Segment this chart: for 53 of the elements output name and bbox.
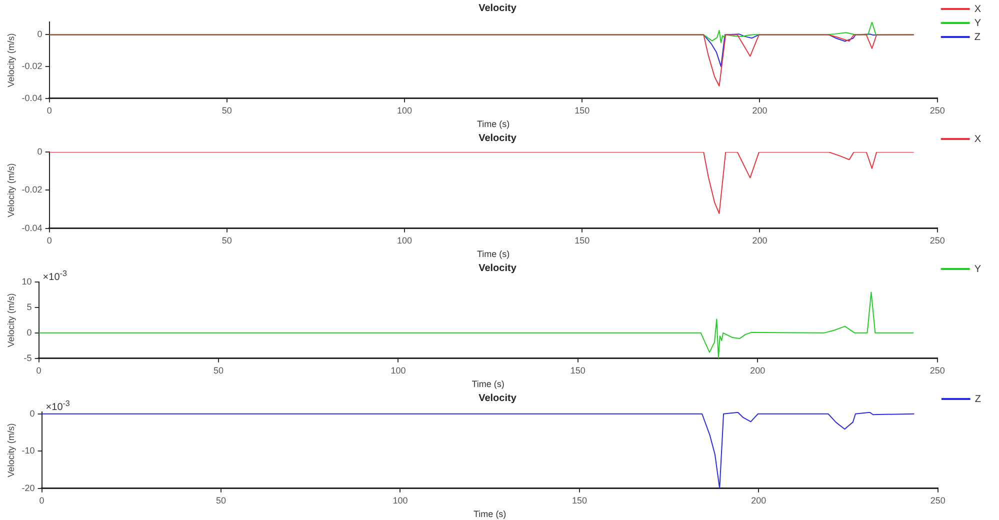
x-tick-label: 150 [570, 365, 586, 376]
y-axis-title: Velocity (m/s) [6, 423, 16, 478]
x-tick-label: 100 [390, 365, 406, 376]
y-tick-label: 5 [26, 302, 32, 312]
y-tick-label: -5 [24, 352, 32, 363]
y-tick-label: -0.04 [22, 222, 42, 233]
x-tick-label: 0 [46, 235, 52, 246]
x-tick-label: 50 [222, 105, 232, 116]
x-tick-label: 200 [750, 365, 766, 376]
chart-title: Velocity [478, 132, 517, 144]
y-tick-label: -0.04 [22, 92, 42, 103]
y-axis-title: Velocity (m/s) [6, 33, 16, 88]
x-tick-label: 250 [930, 235, 945, 246]
legend-label: Y [974, 18, 982, 29]
x-tick-label: 250 [930, 495, 946, 506]
x-tick-label: 250 [930, 105, 945, 116]
legend-label: Z [974, 394, 981, 405]
x-tick-label: 100 [397, 235, 412, 246]
legend-label: Z [974, 32, 980, 43]
x-axis-title: Time (s) [476, 119, 510, 130]
x-tick-label: 150 [574, 105, 590, 116]
x-tick-label: 100 [397, 105, 412, 116]
x-tick-label: 250 [930, 365, 945, 376]
chart-title: Velocity [478, 392, 517, 404]
x-tick-label: 50 [214, 365, 224, 376]
x-axis-title: Time (s) [474, 509, 506, 520]
chart-title: Velocity [478, 262, 517, 274]
x-tick-label: 0 [46, 105, 52, 116]
x-tick-label: 150 [572, 495, 587, 506]
x-tick-label: 200 [751, 495, 766, 506]
y-tick-label: 0 [37, 29, 42, 40]
legend-label: X [974, 4, 982, 15]
x-axis-title: Time (s) [472, 379, 504, 390]
y-tick-label: 0 [30, 408, 35, 418]
legend-label: X [974, 134, 982, 145]
legend-label: Y [974, 264, 982, 275]
y-tick-label: 10 [22, 276, 32, 286]
x-tick-label: 100 [392, 495, 408, 506]
y-tick-label: -0.02 [22, 184, 42, 195]
y-axis-title: Velocity (m/s) [6, 163, 16, 218]
y-tick-label: 0 [37, 146, 42, 156]
x-tick-label: 50 [222, 235, 232, 246]
y-axis-title: Velocity (m/s) [6, 293, 16, 348]
chart-title: Velocity [478, 2, 517, 14]
y-tick-label: -10 [22, 446, 35, 456]
x-tick-label: 50 [216, 495, 226, 506]
x-tick-label: 200 [752, 105, 768, 116]
x-axis-title: Time (s) [476, 249, 510, 260]
y-tick-label: -0.02 [22, 61, 42, 72]
x-tick-label: 200 [752, 235, 768, 246]
y-tick-label: -20 [22, 482, 35, 493]
y-tick-label: 0 [26, 327, 32, 338]
x-tick-label: 150 [574, 235, 590, 246]
